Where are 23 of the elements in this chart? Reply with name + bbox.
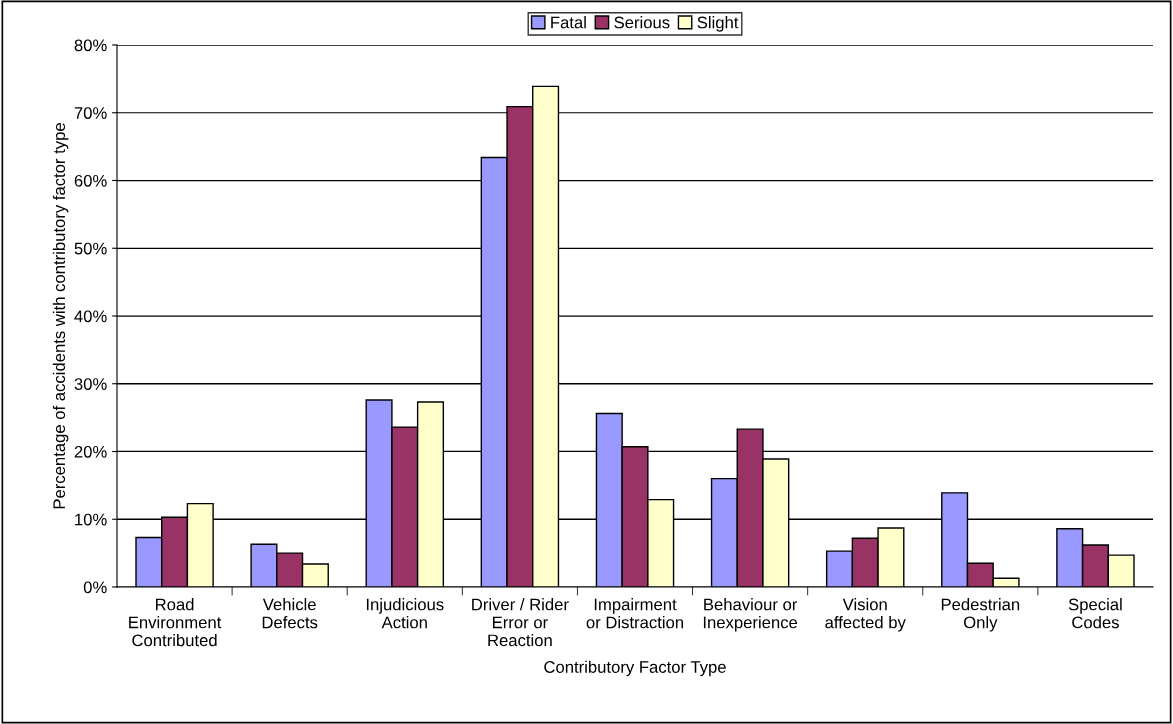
y-tick-label: 70% (74, 107, 107, 119)
x-tick-label: Vehicle Defects (262, 598, 318, 629)
x-tick-label: Impairment or Distraction (586, 598, 684, 629)
y-tick-label: 50% (74, 242, 107, 255)
y-tick-label: 80% (74, 39, 107, 52)
x-tick-label: Behaviour or Inexperience (703, 598, 798, 632)
y-tick-label: 30% (74, 378, 107, 390)
y-tick-label: 20% (74, 445, 107, 458)
y-tick-label: 60% (74, 174, 107, 187)
x-tick-label: Injudicious Action (366, 598, 444, 629)
legend-label: Slight (697, 16, 739, 32)
x-tick-label: Special Codes (1068, 598, 1122, 629)
x-axis-title: Contributory Factor Type (544, 660, 726, 677)
y-tick-label: 10% (75, 513, 107, 526)
x-tick-label: Driver / Rider Error or Reaction (472, 598, 569, 647)
y-tick-label: 0% (83, 581, 107, 594)
x-tick-label: Road Environment Contributed (129, 598, 222, 647)
x-tick-label: Vision affected by (825, 598, 906, 632)
y-tick-label: 40% (74, 310, 107, 323)
legend-label: Fatal (551, 16, 586, 29)
legend-label: Serious (614, 16, 670, 29)
y-axis-title: Percentage of accidents with contributory factor type (52, 123, 69, 509)
x-tick-label: Pedestrian Only (941, 598, 1020, 632)
